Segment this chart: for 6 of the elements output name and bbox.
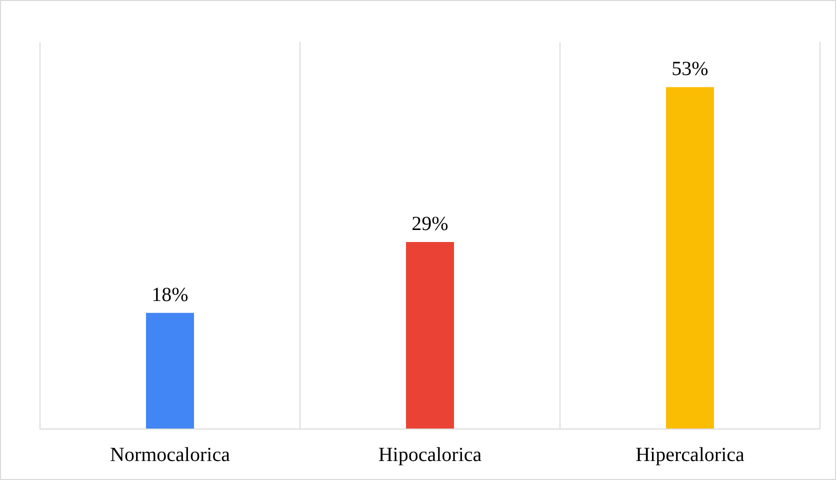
data-label: 29% [412,212,448,235]
x-tick-label: Hipocalorica [378,444,482,466]
data-label: 18% [152,284,188,306]
x-tick-label: Normocalorica [110,444,230,466]
data-label: 53% [672,58,708,80]
x-tick-label: Hipercalorica [636,444,745,466]
